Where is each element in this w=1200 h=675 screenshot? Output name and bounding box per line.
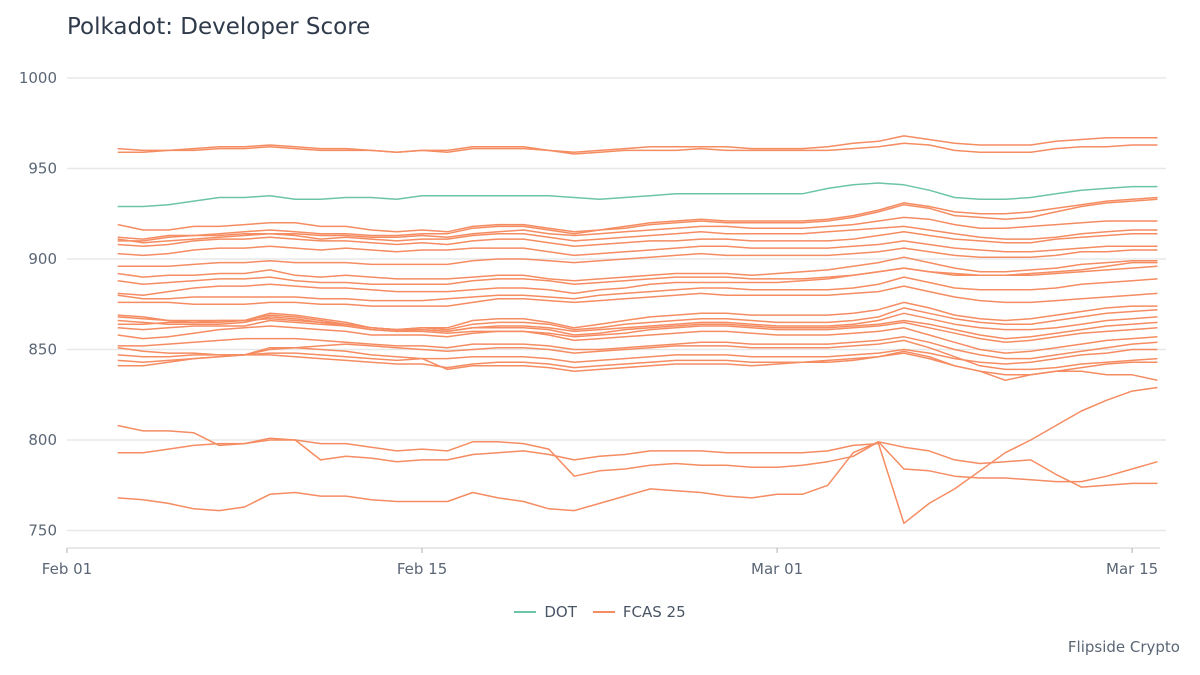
source-credit: Flipside Crypto xyxy=(1067,638,1180,656)
series-line-fcas-14 xyxy=(117,285,1158,307)
series-line-fcas-16 xyxy=(117,307,1158,331)
y-tick-label-800: 800 xyxy=(28,431,57,449)
series-line-fcas-5 xyxy=(117,216,1158,242)
series-line-fcas-3 xyxy=(117,196,1158,233)
series-line-fcas-28 xyxy=(117,441,1158,512)
series-line-fcas-23 xyxy=(117,348,1158,365)
series-line-fcas-11 xyxy=(117,261,1158,286)
series-line-fcas-9 xyxy=(117,247,1158,267)
y-tick-label-900: 900 xyxy=(28,250,57,268)
x-tick-label-2: Mar 01 xyxy=(751,560,803,578)
y-tick-label-750: 750 xyxy=(28,522,57,540)
series-line-fcas-7 xyxy=(117,231,1158,248)
series-line-fcas-21 xyxy=(117,336,1158,360)
series-line-fcas-2 xyxy=(117,142,1158,155)
y-tick-label-1000: 1000 xyxy=(19,69,57,87)
legend-label-dot: DOT xyxy=(544,603,577,621)
series-line-fcas-19 xyxy=(117,319,1158,344)
legend-swatch-fcas xyxy=(592,611,615,613)
chart-title: Polkadot: Developer Score xyxy=(67,14,371,40)
series-line-fcas-24 xyxy=(117,352,1158,376)
series-line-fcas-18 xyxy=(117,317,1158,340)
series-line-fcas-10 xyxy=(117,256,1158,282)
legend-swatch-dot xyxy=(514,611,537,613)
series-line-fcas-20 xyxy=(117,325,1158,354)
legend-item-fcas[interactable]: FCAS 25 xyxy=(592,603,686,621)
x-tick-label-1: Feb 15 xyxy=(397,560,447,578)
series-line-fcas-25 xyxy=(117,346,1158,382)
line-chart: 750 800 850 900 950 1000 Feb 01 Feb 15 Mar 01 Mar… xyxy=(19,69,1166,578)
y-tick-label-850: 850 xyxy=(28,341,57,359)
series-line-fcas-15 xyxy=(117,301,1158,331)
series-line-fcas-12 xyxy=(117,265,1158,296)
series-line-fcas-1 xyxy=(117,135,1158,153)
series-line-fcas-13 xyxy=(117,276,1158,302)
legend: DOT FCAS 25 xyxy=(0,603,1200,621)
series-line-fcas-6 xyxy=(117,225,1158,244)
series-line-fcas-4 xyxy=(117,198,1158,240)
legend-label-fcas: FCAS 25 xyxy=(622,603,686,621)
series-line-fcas-26 xyxy=(117,424,1158,483)
series-line-fcas-17 xyxy=(117,312,1158,333)
series-line-fcas-8 xyxy=(117,240,1158,257)
x-tick-label-3: Mar 15 xyxy=(1106,560,1158,578)
series-line-fcas-27 xyxy=(117,386,1158,525)
y-tick-label-950: 950 xyxy=(28,160,57,178)
legend-item-dot[interactable]: DOT xyxy=(514,603,577,621)
series-line-dot xyxy=(117,182,1158,208)
x-tick-label-0: Feb 01 xyxy=(42,560,92,578)
